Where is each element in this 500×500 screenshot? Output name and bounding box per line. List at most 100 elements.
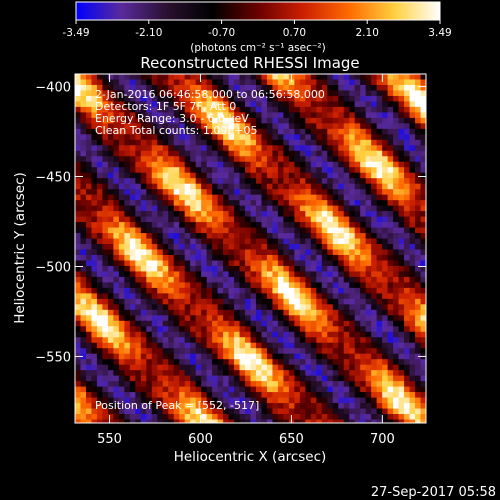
heatmap-cell <box>113 106 120 113</box>
heatmap-cell <box>162 117 169 124</box>
heatmap-cell <box>393 309 400 316</box>
heatmap-cell <box>305 222 312 229</box>
heatmap-cell <box>146 370 153 377</box>
heatmap-cell <box>288 134 295 141</box>
heatmap-cell <box>75 364 82 371</box>
heatmap-cell <box>217 172 224 179</box>
heatmap-cell <box>420 233 426 240</box>
heatmap-cell <box>168 205 175 212</box>
heatmap-cell <box>404 139 411 146</box>
heatmap-cell <box>184 211 191 218</box>
heatmap-cell <box>212 227 219 234</box>
heatmap-cell <box>332 205 339 212</box>
heatmap-cell <box>250 216 257 223</box>
heatmap-cell <box>310 397 317 404</box>
heatmap-cell <box>382 381 389 388</box>
heatmap-cell <box>266 254 274 262</box>
heatmap-cell <box>255 348 263 355</box>
heatmap-cell <box>255 227 263 234</box>
heatmap-cell <box>376 95 383 103</box>
heatmap-cell <box>382 276 389 283</box>
heatmap-cell <box>354 238 361 245</box>
heatmap-cell <box>118 233 125 240</box>
heatmap-cell <box>107 414 114 421</box>
heatmap-cell <box>299 238 306 245</box>
heatmap-cell <box>365 326 372 333</box>
heatmap-cell <box>140 375 147 382</box>
heatmap-cell <box>294 419 301 423</box>
heatmap-cell <box>354 200 361 207</box>
heatmap-cell <box>261 128 268 135</box>
heatmap-cell <box>283 222 290 229</box>
heatmap-cell <box>343 298 350 305</box>
heatmap-cell <box>409 353 416 360</box>
heatmap-cell <box>387 90 394 97</box>
heatmap-cell <box>212 156 219 163</box>
heatmap-cell <box>266 74 274 81</box>
heatmap-cell <box>365 200 372 207</box>
heatmap-cell <box>239 222 246 229</box>
heatmap-cell <box>157 128 164 135</box>
heatmap-cell <box>376 112 383 119</box>
heatmap-cell <box>129 348 136 355</box>
heatmap-cell <box>173 222 180 229</box>
heatmap-cell <box>294 287 301 294</box>
heatmap-cell <box>321 392 328 399</box>
heatmap-cell <box>261 139 268 146</box>
heatmap-cell <box>157 84 164 92</box>
heatmap-cell <box>129 309 136 316</box>
heatmap-cell <box>305 244 312 251</box>
heatmap-cell <box>184 309 191 316</box>
heatmap-cell <box>288 249 295 256</box>
heatmap-cell <box>85 227 93 234</box>
heatmap-cell <box>135 386 142 393</box>
heatmap-cell <box>151 326 158 333</box>
heatmap-cell <box>113 249 120 256</box>
heatmap-cell <box>420 403 426 410</box>
heatmap-cell <box>294 74 301 81</box>
heatmap-cell <box>107 211 114 218</box>
heatmap-cell <box>91 95 98 103</box>
heatmap-cell <box>146 161 153 168</box>
heatmap-cell <box>332 419 339 423</box>
heatmap-cell <box>245 194 252 201</box>
heatmap-cell <box>228 172 235 179</box>
heatmap-cell <box>365 293 372 300</box>
heatmap-cell <box>85 249 93 256</box>
heatmap-cell <box>179 117 186 124</box>
heatmap-cell <box>360 265 367 273</box>
heatmap-cell <box>415 112 422 119</box>
heatmap-cell <box>360 287 367 294</box>
heatmap-cell <box>118 304 125 311</box>
heatmap-cell <box>371 403 378 410</box>
heatmap-cell <box>420 123 426 130</box>
heatmap-cell <box>179 238 186 245</box>
heatmap-cell <box>354 101 361 108</box>
heatmap-cell <box>96 139 104 146</box>
heatmap-cell <box>184 364 191 371</box>
heatmap-cell <box>113 134 120 141</box>
heatmap-cell <box>217 167 224 174</box>
heatmap-cell <box>349 320 356 327</box>
heatmap-cell <box>239 348 246 355</box>
heatmap-cell <box>80 359 87 366</box>
heatmap-cell <box>371 238 378 245</box>
heatmap-cell <box>316 172 323 179</box>
heatmap-cell <box>113 90 120 97</box>
heatmap-cell <box>135 419 142 423</box>
heatmap-cell <box>393 249 400 256</box>
heatmap-cell <box>376 84 383 92</box>
heatmap-cell <box>338 331 345 338</box>
heatmap-cell <box>80 90 87 97</box>
heatmap-cell <box>245 172 252 179</box>
heatmap-cell <box>118 370 125 377</box>
heatmap-cell <box>184 348 191 355</box>
heatmap-cell <box>376 419 383 423</box>
heatmap-cell <box>146 375 153 382</box>
heatmap-cell <box>190 134 197 141</box>
heatmap-cell <box>283 326 290 333</box>
heatmap-cell <box>415 260 422 267</box>
heatmap-cell <box>272 414 279 421</box>
heatmap-cell <box>321 145 328 152</box>
heatmap-cell <box>338 392 345 399</box>
